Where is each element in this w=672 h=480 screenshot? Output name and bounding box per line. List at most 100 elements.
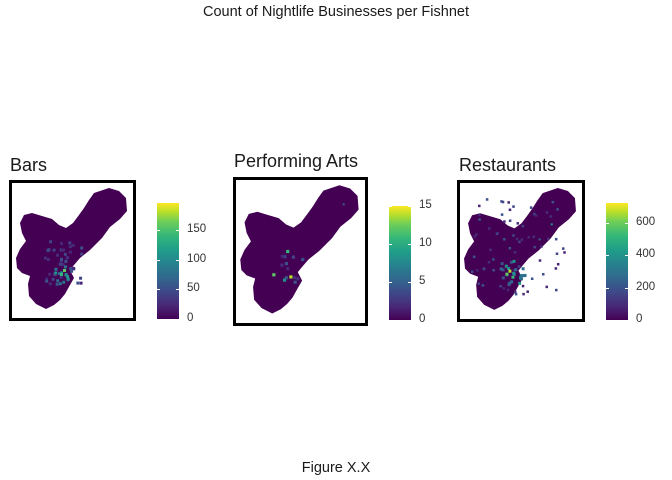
fishnet-cell — [79, 281, 83, 285]
map-frame-bars — [9, 180, 136, 321]
fishnet-cell — [529, 206, 533, 209]
fishnet-cell — [63, 269, 66, 272]
fishnet-cell — [69, 267, 73, 271]
fishnet-cell — [284, 261, 288, 266]
fishnet-cell — [63, 252, 67, 256]
fishnet-cell — [551, 200, 555, 204]
fishnet-cell — [45, 279, 49, 283]
fishnet-cell — [70, 269, 74, 273]
fishnet-cell — [555, 288, 558, 292]
fishnet-cell — [513, 251, 517, 254]
fishnet-cell — [499, 267, 503, 271]
fishnet-cell — [478, 213, 481, 217]
fishnet-cell — [58, 262, 62, 266]
fishnet-cell — [68, 241, 72, 245]
fishnet-cell — [66, 275, 69, 278]
legend-tick-mark — [408, 282, 411, 283]
legend-tick-mark — [625, 222, 628, 224]
fishnet-cell — [512, 234, 515, 237]
fishnet-cell — [527, 235, 530, 239]
fishnet-cell — [64, 259, 68, 263]
fishnet-cell — [58, 282, 62, 286]
choropleth-map-performing-arts — [240, 185, 359, 314]
fishnet-cell — [60, 273, 63, 276]
choropleth-map-bars — [16, 188, 127, 309]
fishnet-cell — [482, 267, 486, 270]
legend-colorbar — [606, 203, 628, 320]
fishnet-cell — [514, 292, 518, 296]
fishnet-cell — [563, 251, 566, 254]
legend-tick-label: 15 — [419, 199, 432, 211]
choropleth-map-restaurants — [464, 188, 576, 310]
fishnet-cell — [515, 237, 519, 241]
fishnet-cell — [500, 262, 504, 266]
legend-tick-label: 600 — [636, 215, 656, 228]
fishnet-cell — [473, 235, 476, 238]
legend-tick-mark — [408, 320, 411, 321]
legend-tick-mark — [606, 287, 609, 289]
fishnet-cell — [556, 208, 559, 211]
fishnet-cell — [518, 281, 522, 285]
fishnet-cell — [508, 208, 512, 212]
fishnet-cell — [64, 273, 68, 277]
legend-tick-label: 0 — [419, 313, 426, 325]
fishnet-cell — [501, 276, 505, 280]
fishnet-cell — [508, 246, 512, 250]
fishnet-cell — [46, 257, 50, 261]
hotspots-performing-arts — [272, 203, 345, 284]
fishnet-cell — [71, 266, 75, 270]
fishnet-cell — [66, 256, 70, 260]
fishnet-cell — [509, 260, 513, 264]
legend-tick-mark — [157, 319, 160, 320]
legend-tick-mark — [176, 289, 179, 291]
fishnet-cell — [496, 231, 500, 235]
legend-tick-mark — [625, 320, 628, 321]
fishnet-cell — [79, 276, 83, 280]
fishnet-cell — [282, 278, 287, 282]
fishnet-cell — [49, 240, 53, 244]
fishnet-cell — [499, 284, 502, 288]
legend-tick-label: 400 — [636, 248, 656, 260]
fishnet-cell — [538, 238, 541, 241]
fishnet-cell — [507, 267, 511, 271]
fishnet-cell — [522, 292, 525, 296]
fishnet-cell — [519, 277, 523, 281]
fishnet-cell — [59, 275, 63, 279]
fishnet-cell — [511, 275, 515, 279]
region-outline — [464, 188, 576, 310]
fishnet-cell — [481, 284, 485, 287]
fishnet-cell — [504, 264, 508, 268]
fishnet-cell — [523, 273, 527, 277]
fishnet-cell — [48, 282, 52, 286]
legend-colorbar — [389, 206, 411, 320]
fishnet-cell — [45, 277, 49, 281]
fishnet-cell — [513, 290, 517, 294]
fishnet-cell — [62, 280, 66, 284]
legend-tick-mark — [606, 320, 609, 321]
fishnet-cell — [489, 248, 492, 252]
fishnet-cell — [512, 271, 516, 275]
fishnet-cell — [478, 218, 481, 221]
fishnet-cell — [59, 271, 63, 275]
fishnet-cell — [477, 282, 480, 285]
fishnet-cell — [56, 279, 60, 283]
fishnet-cell — [561, 247, 565, 250]
fishnet-cell — [60, 242, 64, 246]
fishnet-cell — [519, 274, 523, 278]
legend-tick-label: 0 — [636, 313, 643, 325]
fishnet-cell — [521, 267, 525, 271]
fishnet-cell — [284, 276, 288, 280]
fishnet-cell — [57, 272, 61, 276]
fishnet-cell — [508, 219, 512, 222]
fishnet-cell — [506, 288, 510, 292]
fishnet-cell — [521, 224, 525, 228]
legend-tick-mark — [408, 244, 411, 245]
fishnet-cell — [475, 233, 478, 236]
fishnet-cell — [501, 268, 505, 272]
fishnet-cell — [550, 223, 553, 226]
legend-tick-mark — [176, 319, 179, 320]
hotspots-bars — [43, 240, 84, 286]
fishnet-cell — [56, 253, 60, 257]
panel-title-performing-arts: Performing Arts — [234, 151, 359, 171]
fishnet-cell — [521, 284, 525, 288]
